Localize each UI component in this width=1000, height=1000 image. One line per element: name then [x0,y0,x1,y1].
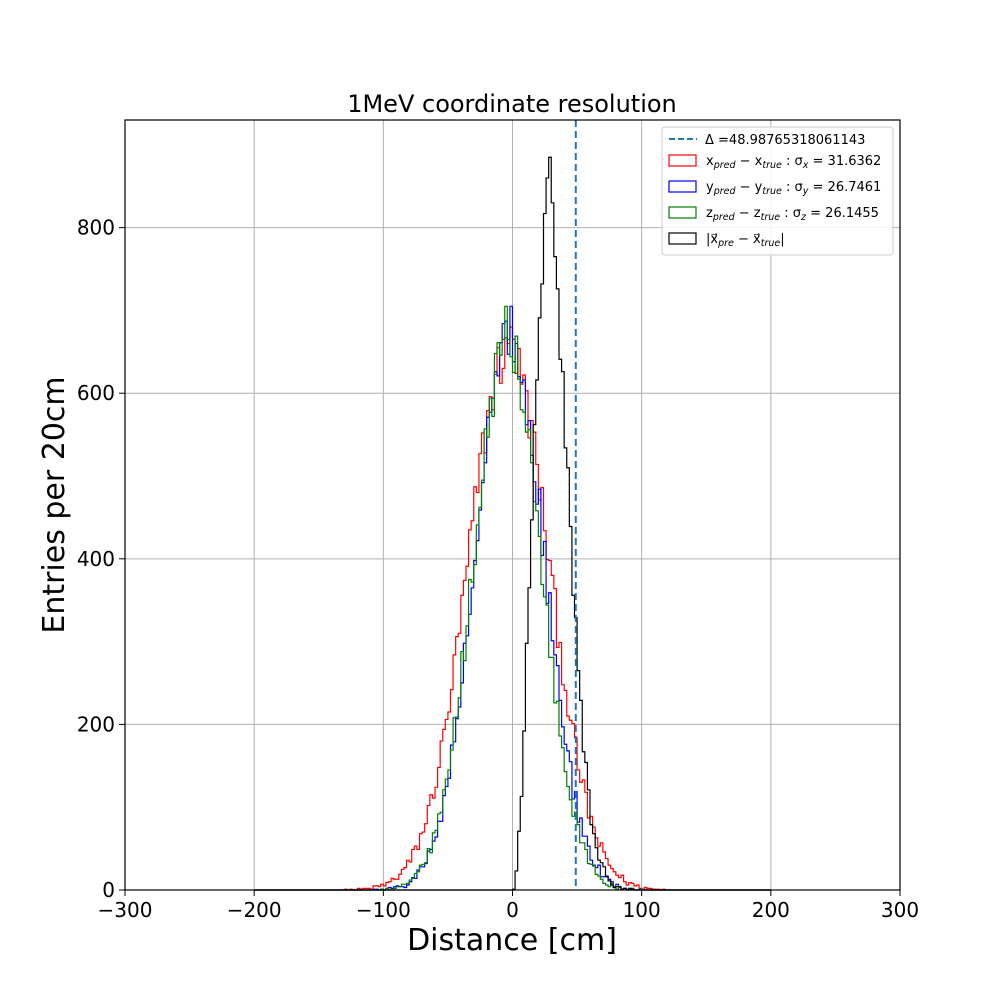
x-tick-label: 200 [752,898,790,922]
y-tick-label: 400 [77,547,115,571]
y-axis-title: Entries per 20cm [37,376,72,633]
legend-swatch-3 [668,206,697,219]
y-tick-label: 600 [77,381,115,405]
x-tick-label: −200 [227,898,282,922]
x-tick-label: −300 [98,898,153,922]
legend-label-4: |x⃗pre − x⃗true| [706,232,785,249]
legend-label-2: ypred − ytrue : σy = 26.7461 [706,180,881,197]
legend-delta-label: Δ =48.98765318061143 [705,133,865,148]
x-tick-label: 300 [881,898,919,922]
y-tick-label: 800 [77,216,115,240]
x-tick-label: 0 [506,898,519,922]
y-axis-ticks: 0 200 400 600 800 [77,216,125,902]
legend: Δ =48.98765318061143 xpred − xtrue : σx … [661,126,894,256]
chart-title: 1MeV coordinate resolution [347,90,677,118]
legend-swatch-1 [668,154,697,167]
legend-swatch-4 [668,232,697,245]
y-tick-label: 200 [77,712,115,736]
x-tick-label: 100 [623,898,661,922]
x-tick-label: −100 [356,898,411,922]
legend-label-3: zpred − ztrue : σz = 26.1455 [706,206,879,223]
y-tick-label: 0 [102,878,115,902]
legend-label-1: xpred − xtrue : σx = 31.6362 [706,154,881,171]
legend-box [661,126,894,256]
x-axis-title: Distance [cm] [407,923,617,958]
x-axis-ticks: −300 −200 −100 0 100 200 300 [98,890,919,922]
legend-swatch-2 [668,180,697,193]
